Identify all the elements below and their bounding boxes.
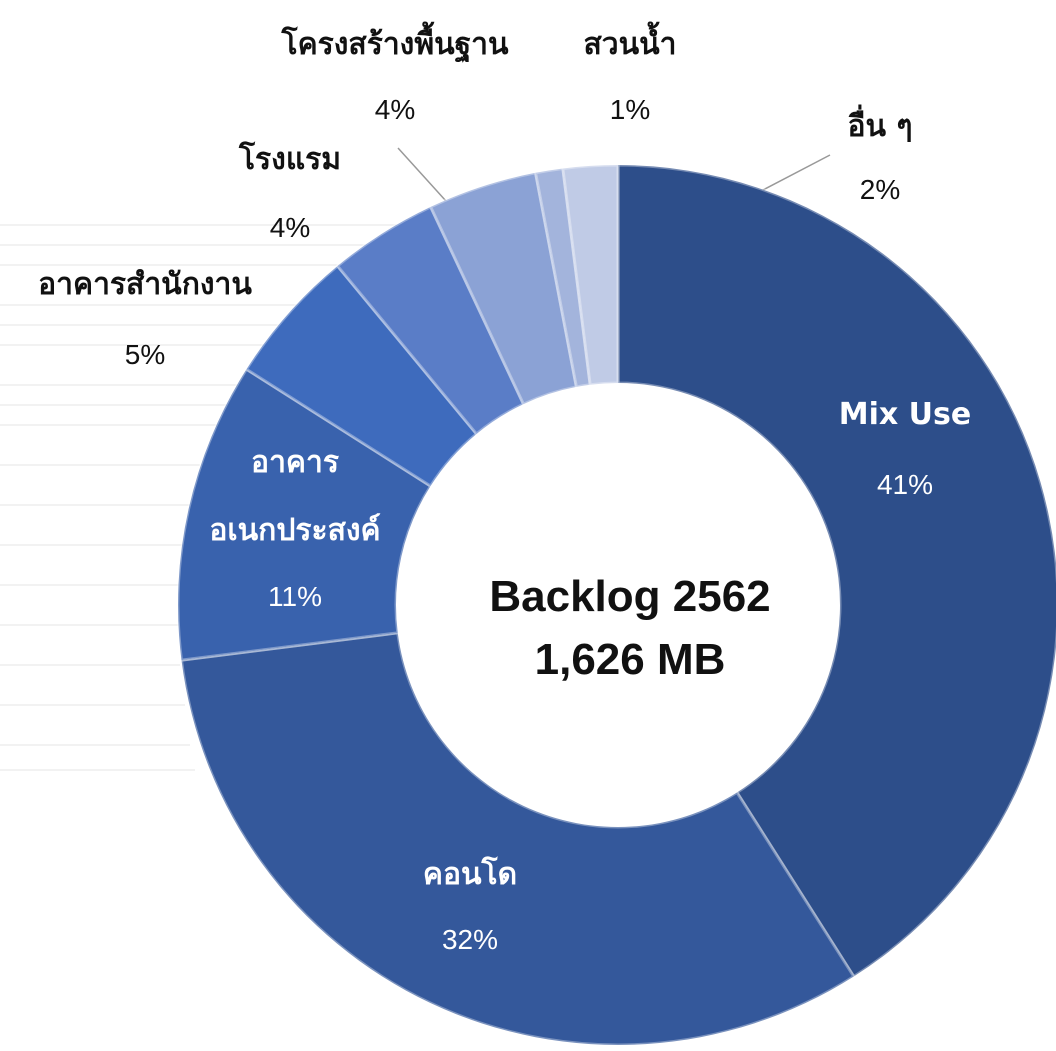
value-label: 1% — [609, 94, 651, 125]
value-label: 2% — [859, 174, 901, 205]
background-decor — [0, 224, 420, 771]
value-label: 5% — [124, 339, 166, 370]
donut-slice — [179, 631, 856, 1047]
center-text: 1,626 MB — [534, 635, 726, 684]
category-label: อาคารสำนักงาน — [38, 267, 252, 302]
category-label: อื่น ๆ — [847, 109, 913, 144]
category-label: โรงแรม — [238, 142, 342, 177]
donut-slice — [561, 163, 620, 387]
donut-slice — [335, 204, 526, 437]
category-label: สวนน้ำ — [583, 27, 677, 62]
value-label: 4% — [374, 94, 416, 125]
category-label: อาคาร อเนกประสงค์ — [209, 445, 381, 548]
value-label: 41% — [876, 469, 934, 500]
category-label: โครงสร้างพื้นฐาน — [281, 27, 509, 62]
donut-slice — [533, 166, 592, 389]
value-label: 4% — [269, 212, 311, 243]
donut-slice — [616, 163, 1056, 979]
donut-slice — [428, 171, 579, 407]
value-label: 11% — [268, 581, 322, 612]
category-label: คอนโด — [422, 857, 518, 892]
donut-slice — [244, 263, 479, 489]
donut-slice — [176, 367, 433, 662]
category-label: Mix Use — [838, 397, 972, 432]
center-text: Backlog 2562 — [489, 572, 771, 621]
value-label: 32% — [441, 924, 499, 955]
